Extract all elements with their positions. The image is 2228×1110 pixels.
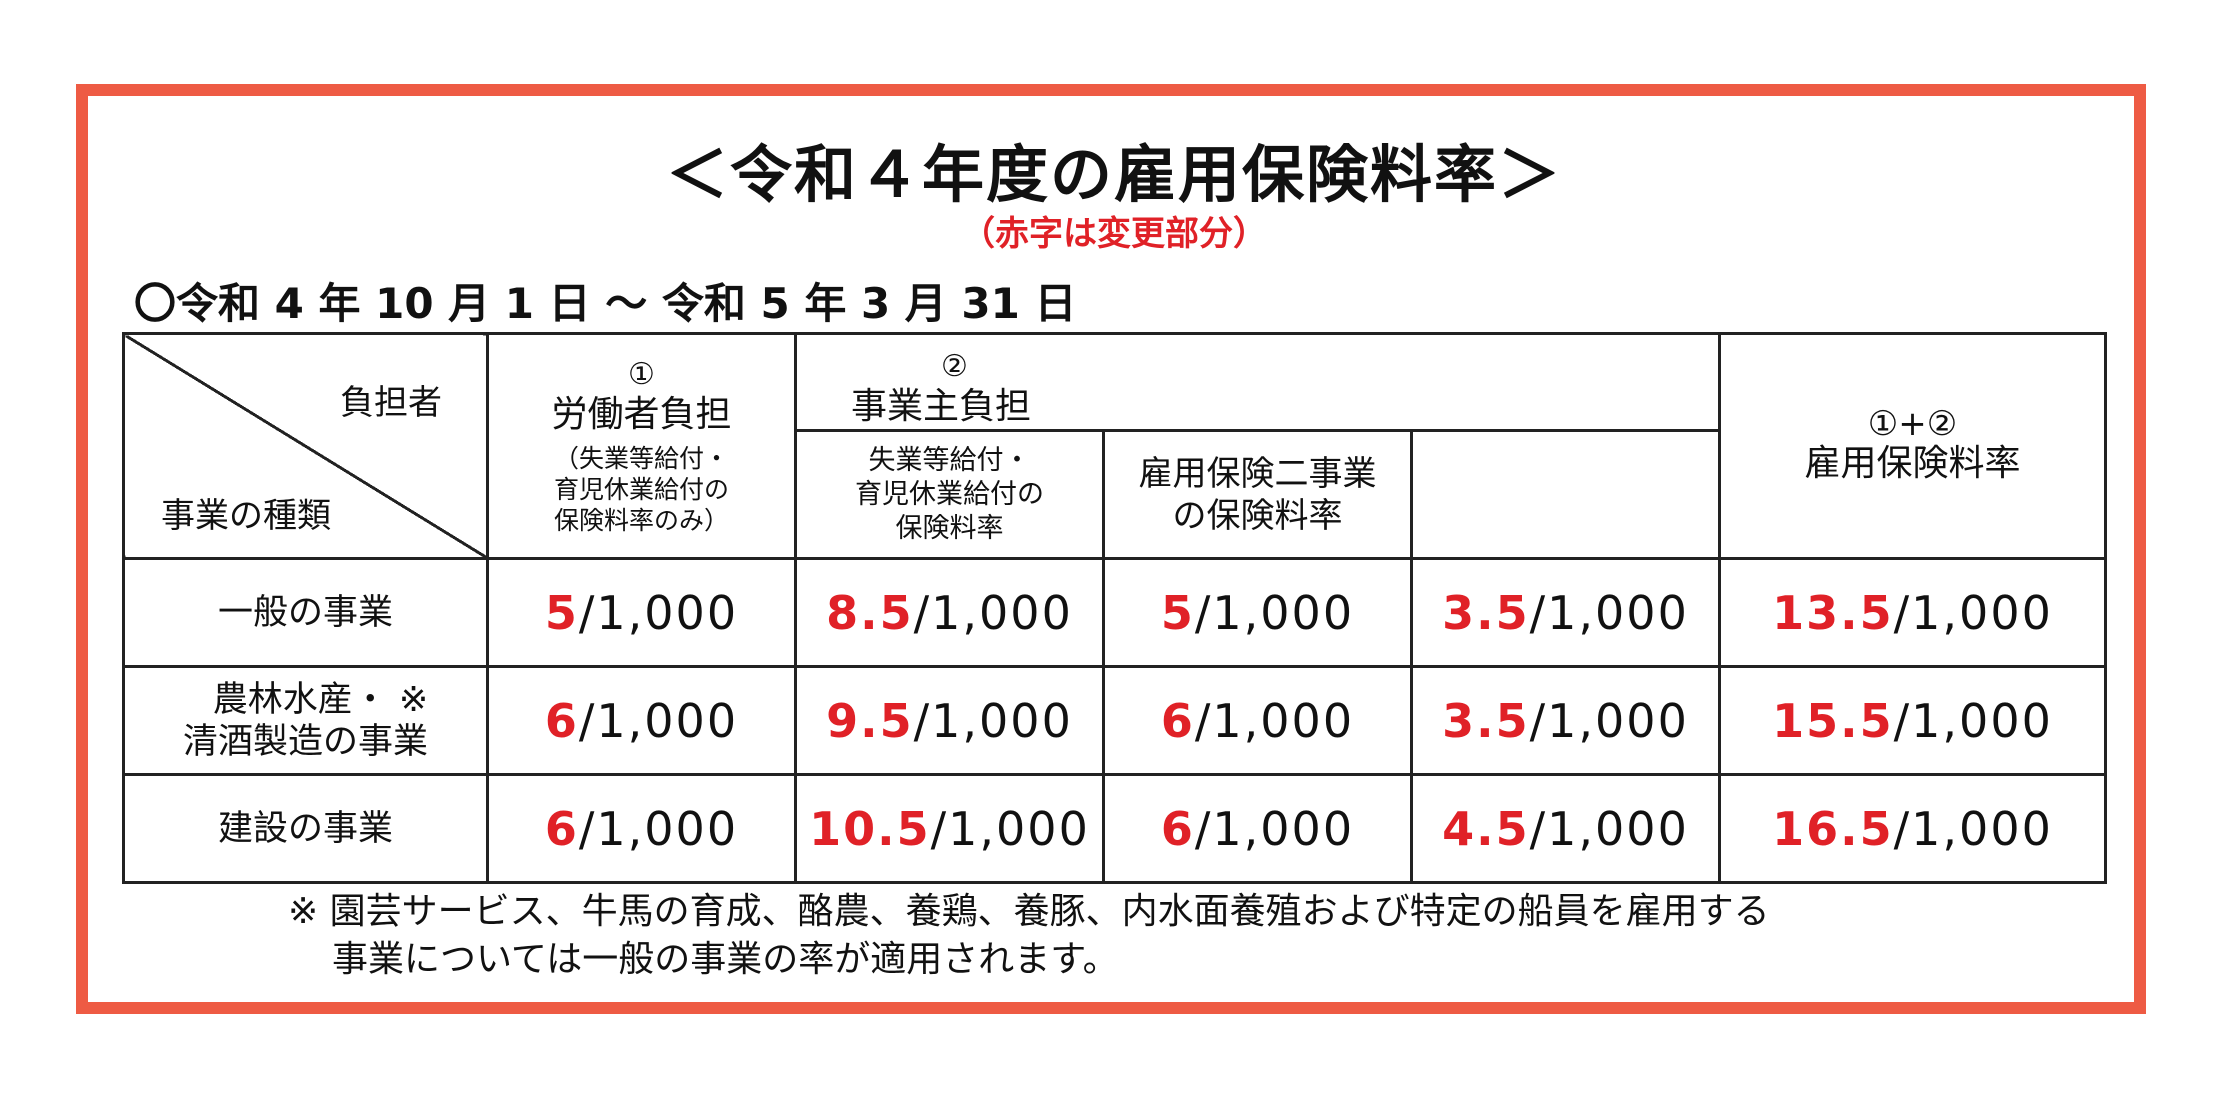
rate-value: 9.5 <box>826 693 914 748</box>
header-total-label: 雇用保険料率 <box>1804 443 2021 484</box>
row-label: 一般の事業 <box>122 557 489 668</box>
rate-total: 16.5/1,000 <box>1718 773 2108 884</box>
header-worker: ① 労働者負担 （失業等給付・ 育児休業給付の 保険料率のみ） <box>486 332 797 560</box>
rate-value: 3.5 <box>1442 693 1530 748</box>
rate-value: 6 <box>1160 693 1195 748</box>
rate-denominator: /1,000 <box>1194 801 1355 856</box>
rate-denominator: /1,000 <box>1893 585 2053 640</box>
rate-value: 15.5 <box>1772 693 1894 748</box>
row-label-line1: 一般の事業 <box>217 592 393 633</box>
header-employer-sub-two-programs: 雇用保険二事業 の保険料率 <box>1102 429 1413 560</box>
row-label: 建設の事業 <box>122 773 489 884</box>
rate-value: 10.5 <box>809 801 931 856</box>
rate-employer-benefits: 6/1,000 <box>1102 773 1413 884</box>
header-total-num: ①+② <box>1867 404 1958 444</box>
rate-denominator: /1,000 <box>1194 693 1355 748</box>
rate-value: 13.5 <box>1772 585 1894 640</box>
table-row: 建設の事業 6/1,000 10.5/1,000 6/1,000 4.5/1,0… <box>122 773 2108 884</box>
footnote-line2: 事業については一般の事業の率が適用されます。 <box>332 939 1119 980</box>
header-worker-note-3: 保険料率のみ） <box>553 505 729 535</box>
rate-employer: 8.5/1,000 <box>794 557 1105 668</box>
header-payer-label: 負担者 <box>340 383 442 423</box>
header-employer-label: 事業主負担 <box>851 386 1032 427</box>
rate-value: 6 <box>544 693 579 748</box>
effective-period: 〇令和 4 年 10 月 1 日 〜 令和 5 年 3 月 31 日 <box>134 279 1077 328</box>
rate-employer: 9.5/1,000 <box>794 665 1105 776</box>
rate-denominator: /1,000 <box>1529 585 1689 640</box>
rate-value: 5 <box>1160 585 1195 640</box>
header-worker-note-2: 育児休業給付の <box>553 474 729 504</box>
rate-table: 負担者 事業の種類 ① 労働者負担 （失業等給付・ 育児休業給付の 保険料率のみ… <box>122 332 2108 884</box>
rate-value: 3.5 <box>1442 585 1530 640</box>
rate-employer-benefits: 6/1,000 <box>1102 665 1413 776</box>
header-worker-note-1: （失業等給付・ <box>553 443 729 473</box>
rate-total: 15.5/1,000 <box>1718 665 2108 776</box>
rate-employer-benefits: 5/1,000 <box>1102 557 1413 668</box>
page-subtitle: （赤字は変更部分） <box>961 214 1267 254</box>
rate-value: 16.5 <box>1772 801 1894 856</box>
rate-value: 8.5 <box>826 585 914 640</box>
rate-value: 6 <box>544 801 579 856</box>
rate-denominator: /1,000 <box>1529 801 1689 856</box>
header-emp-sub1-1: 失業等給付・ <box>868 444 1031 476</box>
row-label-line1: 建設の事業 <box>217 808 393 849</box>
rate-employer: 10.5/1,000 <box>794 773 1105 884</box>
rate-denominator: /1,000 <box>1893 693 2053 748</box>
header-worker-label: 労働者負担 <box>551 393 732 435</box>
footnote: ※ 園芸サービス、牛馬の育成、酪農、養鶏、養豚、内水面養殖および特定の船員を雇用… <box>288 888 1770 984</box>
rate-value: 4.5 <box>1442 801 1530 856</box>
header-employer: ② 事業主負担 <box>793 332 1722 432</box>
rate-denominator: /1,000 <box>578 801 739 856</box>
rate-total: 13.5/1,000 <box>1718 557 2108 668</box>
rate-denominator: /1,000 <box>913 585 1073 640</box>
rate-denominator: /1,000 <box>1529 693 1689 748</box>
header-worker-num: ① <box>628 356 655 392</box>
rate-employer-two-programs: 3.5/1,000 <box>1409 557 1722 668</box>
rate-denominator: /1,000 <box>1194 585 1355 640</box>
footnote-line1: ※ 園芸サービス、牛馬の育成、酪農、養鶏、養豚、内水面養殖および特定の船員を雇用… <box>288 891 1770 932</box>
header-emp-sub1-2: 育児休業給付の <box>855 478 1044 510</box>
row-label-line2: 清酒製造の事業 <box>182 721 428 762</box>
rate-denominator: /1,000 <box>1893 801 2053 856</box>
rate-employer-two-programs: 3.5/1,000 <box>1409 665 1722 776</box>
header-worker-note: （失業等給付・ 育児休業給付の 保険料率のみ） <box>489 443 794 536</box>
header-corner-cell: 負担者 事業の種類 <box>122 332 489 560</box>
header-employer-sub-benefits: 失業等給付・ 育児休業給付の 保険料率 <box>794 429 1105 560</box>
rate-value: 6 <box>1160 801 1195 856</box>
rate-worker: 5/1,000 <box>486 557 797 668</box>
rate-worker: 6/1,000 <box>486 773 797 884</box>
header-emp-sub2-2: の保険料率 <box>1172 495 1343 536</box>
table-row: 農林水産・ ※ 清酒製造の事業 6/1,000 9.5/1,000 6/1,00… <box>122 665 2108 776</box>
header-emp-sub1-3: 保険料率 <box>895 512 1004 544</box>
header-business-type-label: 事業の種類 <box>161 496 331 536</box>
row-label: 農林水産・ ※ 清酒製造の事業 <box>122 665 489 776</box>
row-label-line1: 農林水産・ ※ <box>212 679 429 720</box>
rate-denominator: /1,000 <box>930 801 1090 856</box>
header-total: ①+② 雇用保険料率 <box>1718 332 2108 560</box>
rate-denominator: /1,000 <box>913 693 1073 748</box>
table-row: 一般の事業 5/1,000 8.5/1,000 5/1,000 3.5/1,00… <box>122 557 2108 668</box>
rate-denominator: /1,000 <box>578 585 739 640</box>
header-emp-sub2-1: 雇用保険二事業 <box>1138 453 1377 494</box>
header-employer-num: ② <box>941 349 968 384</box>
page-title: ＜令和４年度の雇用保険料率＞ <box>665 138 1562 211</box>
rate-worker: 6/1,000 <box>486 665 797 776</box>
rate-value: 5 <box>544 585 579 640</box>
rate-denominator: /1,000 <box>578 693 739 748</box>
rate-employer-two-programs: 4.5/1,000 <box>1409 773 1722 884</box>
